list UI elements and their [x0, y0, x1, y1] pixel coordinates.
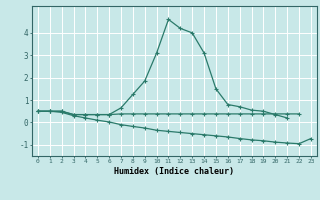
X-axis label: Humidex (Indice chaleur): Humidex (Indice chaleur) — [115, 167, 234, 176]
